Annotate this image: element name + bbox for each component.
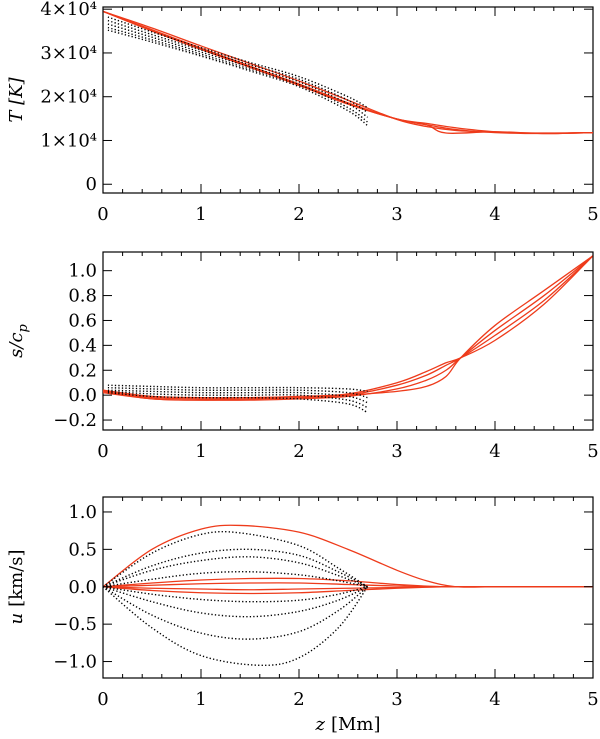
entropy-y-axis-label-subscript: p (16, 323, 31, 332)
temperature-series-obs-4 (107, 26, 369, 123)
temperature-xtick-label-2: 2 (293, 204, 304, 225)
velocity-series-obs-2 (102, 548, 368, 588)
entropy-xtick-label-3: 3 (391, 441, 402, 462)
entropy-xtick-label-0: 0 (97, 441, 108, 462)
entropy-xtick-label-4: 4 (489, 441, 500, 462)
entropy-plot-frame (102, 251, 594, 431)
velocity-xtick-label-0: 0 (97, 689, 108, 710)
entropy-y-axis-label-main: s/c (6, 332, 27, 357)
velocity-series-obs-7 (102, 586, 369, 640)
temperature-plot-frame (102, 6, 594, 194)
velocity-xtick-label-5: 5 (587, 689, 598, 710)
temperature-ytick-label-3: 3×10⁴ (40, 43, 97, 64)
entropy-ytick-label-2: 0.2 (68, 360, 97, 381)
velocity-series-obs-6 (102, 586, 368, 618)
entropy-xtick-label-5: 5 (587, 441, 598, 462)
velocity-y-axis-label-unit: [km/s] (6, 550, 27, 607)
velocity-curves (102, 524, 593, 667)
velocity-ytick-label-2: 0.0 (68, 577, 97, 598)
temperature-series-obs-1 (107, 16, 368, 109)
temperature-panel: 0 1 2 3 4 5 0 1×10⁴ 2×10⁴ 3×10⁴ 4×10⁴ T [K] (6, 0, 599, 225)
temperature-ytick-label-0: 0 (86, 174, 97, 195)
x-axis-label-unit: [Mm] (331, 714, 381, 735)
temperature-ytick-label-4: 4×10⁴ (40, 0, 97, 20)
velocity-ticks: 0 1 2 3 4 5 −1.0 −0.5 0.0 0.5 1.0 (53, 497, 599, 710)
velocity-xtick-label-2: 2 (293, 689, 304, 710)
entropy-series-model-2 (102, 255, 594, 400)
temperature-ticks: 0 1 2 3 4 5 0 1×10⁴ 2×10⁴ 3×10⁴ 4×10⁴ (40, 0, 598, 225)
entropy-ytick-label-0: −0.2 (53, 410, 97, 431)
entropy-series-model-4 (102, 255, 594, 401)
velocity-series-obs-8 (102, 586, 369, 667)
x-axis-label: z [Mm] (314, 714, 380, 735)
x-axis-label-var: z (314, 714, 325, 735)
temperature-xtick-label-0: 0 (97, 204, 108, 225)
temperature-series-obs-5 (107, 29, 369, 127)
temperature-y-axis-label: T [K] (6, 76, 27, 122)
entropy-panel: 0 1 2 3 4 5 −0.2 0.0 0.2 0.4 0.6 0.8 1.0 s/cp (6, 251, 599, 462)
entropy-series-model-3 (102, 255, 594, 399)
temperature-xtick-label-5: 5 (587, 204, 598, 225)
temperature-curves (102, 10, 594, 135)
entropy-ytick-label-4: 0.6 (68, 310, 97, 331)
velocity-xtick-label-4: 4 (489, 689, 500, 710)
velocity-ytick-label-3: 0.5 (68, 539, 97, 560)
velocity-y-axis-label-var: u (6, 613, 27, 625)
temperature-series-obs-3 (107, 23, 369, 118)
entropy-xtick-label-2: 2 (293, 441, 304, 462)
velocity-series-model-5 (102, 586, 593, 591)
velocity-ytick-label-0: −1.0 (53, 652, 97, 673)
velocity-xtick-label-3: 3 (391, 689, 402, 710)
entropy-ytick-label-1: 0.0 (68, 385, 97, 406)
entropy-curves (102, 255, 594, 414)
temperature-xtick-label-1: 1 (195, 204, 206, 225)
velocity-ytick-label-1: −0.5 (53, 614, 97, 635)
temperature-xtick-label-3: 3 (391, 204, 402, 225)
entropy-ytick-label-6: 1.0 (68, 261, 97, 282)
velocity-series-obs-1 (102, 530, 368, 588)
entropy-ytick-label-5: 0.8 (68, 286, 97, 307)
entropy-ytick-label-3: 0.4 (68, 335, 97, 356)
velocity-y-axis-label: u [km/s] (6, 550, 27, 625)
temperature-ytick-label-1: 1×10⁴ (40, 130, 97, 151)
velocity-ytick-label-4: 1.0 (68, 502, 97, 523)
velocity-series-obs-3 (102, 556, 368, 588)
velocity-series-obs-5 (102, 586, 368, 603)
entropy-ticks: 0 1 2 3 4 5 −0.2 0.0 0.2 0.4 0.6 0.8 1.0 (53, 252, 599, 462)
temperature-xtick-label-4: 4 (489, 204, 500, 225)
velocity-series-obs-4 (102, 571, 368, 588)
entropy-xtick-label-1: 1 (195, 441, 206, 462)
temperature-ytick-label-2: 2×10⁴ (40, 87, 97, 108)
velocity-panel: 0 1 2 3 4 5 −1.0 −0.5 0.0 0.5 1.0 u [km/s] z [Mm] (6, 496, 599, 735)
temperature-series-obs-2 (107, 19, 368, 114)
temperature-y-axis-label-text: T [K] (6, 76, 27, 122)
velocity-xtick-label-1: 1 (195, 689, 206, 710)
temperature-series-model-4 (102, 10, 594, 135)
entropy-y-axis-label: s/cp (6, 323, 31, 357)
